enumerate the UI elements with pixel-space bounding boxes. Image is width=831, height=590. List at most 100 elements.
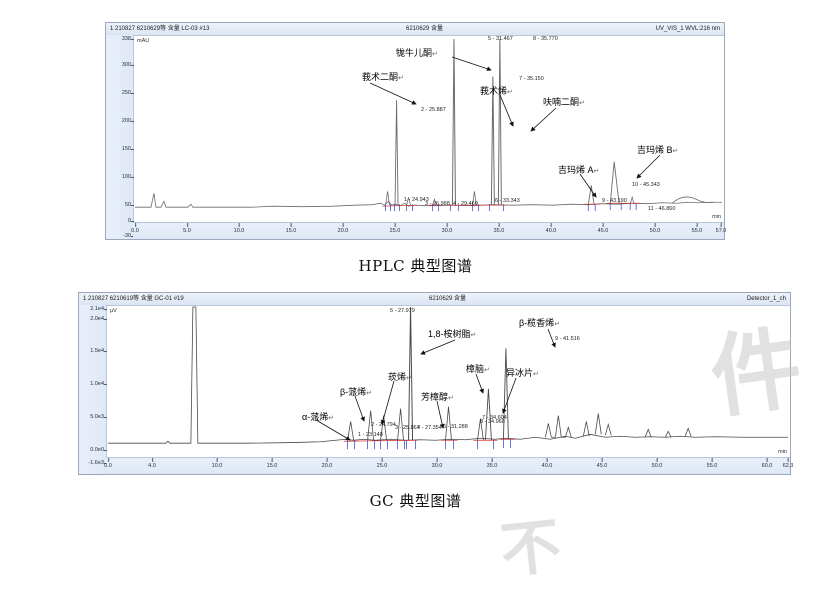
- gc-x-tick: 50.0: [651, 458, 663, 469]
- hplc-peak-5: [451, 38, 456, 206]
- annotation-text: β-蒎烯: [340, 387, 367, 397]
- gc-y-tick: 2.0e4: [90, 316, 107, 322]
- gc-annotation-beta-pinene: β-蒎烯↵: [340, 385, 372, 398]
- gc-y-unit-label: µV: [110, 308, 117, 314]
- hplc-peak-label: 9 - 43.190: [602, 198, 627, 204]
- gc-header-left: 1 210827 6210619等 含量 GC-01 #19: [83, 296, 184, 302]
- hplc-peak-label: 2 - 25.887: [421, 107, 446, 113]
- hplc-annotation-ezhu-erketone: 莪术二酮↵: [362, 70, 404, 83]
- annotation-text: 吉玛烯 B: [637, 145, 673, 155]
- gc-x-tick: 55.0: [706, 458, 718, 469]
- gc-peak-5: [408, 306, 414, 441]
- gc-x-unit-label: min: [778, 449, 787, 455]
- hplc-x-tick: 30.0: [441, 223, 453, 234]
- hplc-peak-label: 6 - 33.343: [495, 198, 520, 204]
- annotation-cr: ↵: [554, 321, 561, 328]
- gc-caption: GC 典型图谱: [369, 492, 462, 510]
- hplc-x-tick: 25.0: [389, 223, 401, 234]
- annotation-cr: ↵: [448, 395, 454, 402]
- hplc-annotation-furanodione: 呋喃二酮↵: [543, 95, 585, 108]
- annotation-text: 吉玛烯 A: [558, 165, 594, 175]
- gc-peak-9: [502, 348, 509, 440]
- hplc-y-tick: 200: [121, 118, 135, 124]
- gc-y-tick: -1.6e3: [88, 460, 107, 466]
- annotation-text: 牻牛儿酮: [396, 48, 433, 58]
- watermark-secondary: 不: [497, 511, 565, 587]
- annotation-cr: ↵: [432, 51, 438, 58]
- gc-peak-4: [397, 408, 404, 441]
- gc-peak-label: 9 - 41.516: [555, 336, 580, 342]
- gc-header-bar: 1 210827 6210619等 含量 GC-01 #19 6210629 含…: [79, 293, 790, 306]
- gc-chromatogram-panel: 1 210827 6210619等 含量 GC-01 #19 6210629 含…: [78, 292, 794, 475]
- gc-trace-svg: [107, 306, 789, 450]
- annotation-text: 樟脑: [466, 364, 485, 374]
- gc-x-tick: 20.0: [321, 458, 333, 469]
- hplc-peak-label: 7 - 35.150: [519, 76, 544, 82]
- gc-y-axis: 2.1e4 2.0e4 1.5e4 1.0e4 5.0e3 0.0e0 -1.6…: [79, 305, 107, 474]
- hplc-peak-label: 11 - 46.860: [648, 206, 676, 212]
- gc-x-tick: 15.0: [266, 458, 278, 469]
- gc-annotation-camphene: 莰烯↵: [388, 370, 412, 383]
- gc-peak-label: 5 - 27.979: [390, 308, 415, 314]
- gc-x-tick: 35.0: [486, 458, 498, 469]
- annotation-cr: ↵: [593, 168, 600, 175]
- gc-peak-label: 4 - 27.354: [417, 425, 442, 431]
- gc-x-tick: 0.0: [104, 458, 112, 469]
- gc-annotation-camphor: 樟脑↵: [466, 362, 490, 375]
- annotation-text: 异冰片: [506, 368, 534, 378]
- gc-plot-area: [106, 305, 790, 458]
- gc-x-tick: 40.0: [541, 458, 553, 469]
- annotation-text: 莪术二酮: [362, 72, 399, 82]
- gc-y-tick: 2.1e4: [90, 306, 107, 312]
- gc-annotation-alpha-pinene: α-蒎烯↵: [302, 410, 334, 423]
- gc-header-right: Detector_1_ch: [746, 296, 786, 302]
- gc-y-tick: 5.0e3: [90, 414, 107, 420]
- gc-peak-2: [367, 410, 375, 441]
- hplc-annotation-germacrene-a: 吉玛烯 A↵: [558, 163, 599, 176]
- gc-x-tick: 60.0: [761, 458, 773, 469]
- hplc-peak-3: [406, 197, 411, 206]
- gc-annotation-linalool: 芳樟醇↵: [421, 390, 454, 403]
- annotation-text: 1,8-桉树脂: [428, 329, 471, 339]
- hplc-x-tick: 55.0: [691, 223, 703, 234]
- gc-annotation-beta-elemene: β-榄香烯↵: [519, 316, 560, 329]
- annotation-text: β-榄香烯: [519, 318, 555, 328]
- annotation-cr: ↵: [533, 371, 539, 378]
- hplc-header-right: UV_VIS_1 WVL:216 nm: [655, 26, 720, 32]
- gc-baseline-trace: [107, 306, 789, 444]
- gc-peak-label: 2 - 24.794: [371, 422, 396, 428]
- hplc-peak-8: [497, 38, 502, 206]
- gc-header-center: 6210629 含量: [429, 296, 467, 302]
- hplc-x-tick: 57.0: [715, 223, 727, 234]
- hplc-x-tick: 10.0: [233, 223, 245, 234]
- hplc-x-tick: 50.0: [649, 223, 661, 234]
- annotation-cr: ↵: [398, 75, 404, 82]
- hplc-peak-label: 1 - 24.943: [404, 197, 429, 203]
- hplc-chromatogram-panel: 1 210827 6210629等 含量 LC-03 #13 6210629 含…: [105, 22, 727, 240]
- hplc-peak-4: [432, 198, 437, 206]
- annotation-cr: ↵: [484, 367, 490, 374]
- gc-x-tick: 10.0: [211, 458, 223, 469]
- hplc-y-tick: 150: [121, 146, 135, 152]
- hplc-x-unit-label: min: [712, 214, 721, 220]
- gc-integration-marks: [343, 438, 516, 450]
- annotation-cr: ↵: [470, 332, 477, 339]
- annotation-cr: ↵: [579, 100, 585, 107]
- annotation-cr: ↵: [406, 375, 412, 382]
- hplc-peak-6: [472, 191, 477, 206]
- hplc-header-bar: 1 210827 6210629等 含量 LC-03 #13 6210629 含…: [106, 23, 724, 36]
- hplc-y-tick: 0: [127, 218, 135, 224]
- gc-peak-8: [484, 388, 492, 441]
- gc-x-tick: 30.0: [431, 458, 443, 469]
- hplc-y-tick: 338: [121, 36, 135, 42]
- annotation-text: 莰烯: [388, 372, 407, 382]
- hplc-x-tick: 45.0: [597, 223, 609, 234]
- gc-x-tick: 62.3: [782, 458, 794, 469]
- hplc-x-tick: 0.0: [131, 223, 139, 234]
- annotation-text: α-蒎烯: [302, 412, 329, 422]
- hplc-peak-label: 8 - 35.770: [533, 36, 558, 42]
- annotation-text: 呋喃二酮: [543, 97, 580, 107]
- hplc-x-tick: 35.0: [493, 223, 505, 234]
- annotation-text: 芳樟醇: [421, 392, 449, 402]
- gc-peak-label: 7 - 34.604: [482, 415, 507, 421]
